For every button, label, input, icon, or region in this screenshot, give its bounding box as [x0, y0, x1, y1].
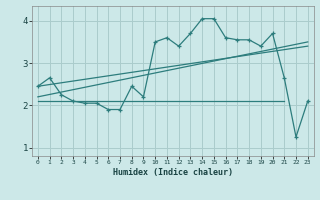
X-axis label: Humidex (Indice chaleur): Humidex (Indice chaleur): [113, 168, 233, 177]
